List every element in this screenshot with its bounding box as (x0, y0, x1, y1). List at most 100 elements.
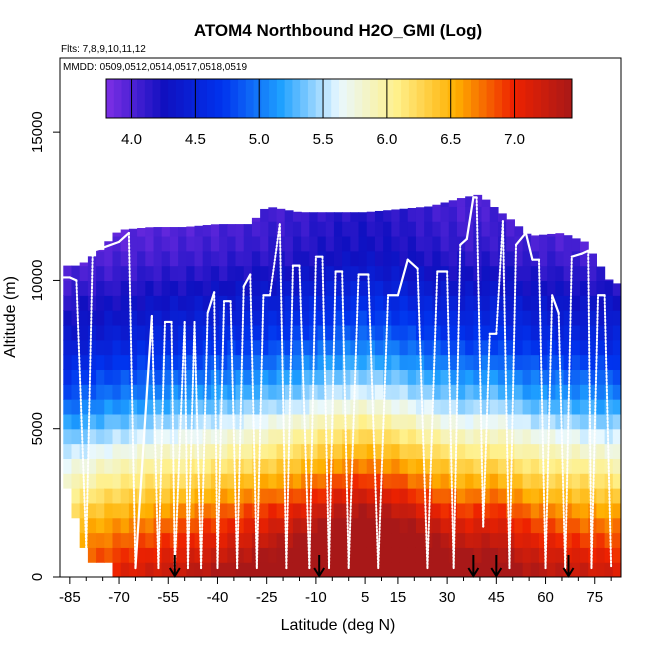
colorbar-band (175, 79, 185, 118)
heatmap-cell (153, 250, 163, 267)
heatmap-cell (358, 562, 368, 577)
colorbar-band (160, 79, 169, 118)
heatmap-cell (555, 295, 565, 311)
heatmap-cell (407, 384, 417, 400)
heatmap-cell (432, 458, 442, 474)
heatmap-cell (202, 428, 212, 445)
heatmap-cell (333, 221, 343, 237)
heatmap-cell (424, 488, 433, 504)
heatmap-cell (432, 369, 442, 385)
heatmap-cell (432, 428, 442, 445)
heatmap-cell (161, 413, 171, 430)
heatmap-cell (538, 295, 548, 311)
track-segment (341, 270, 350, 570)
heatmap-cell (71, 443, 81, 459)
heatmap-cell (358, 413, 368, 430)
heatmap-cell (383, 265, 392, 282)
heatmap-cell (137, 532, 146, 548)
heatmap-cell (350, 532, 360, 548)
heatmap-cell (260, 458, 269, 474)
track-segment (91, 246, 104, 252)
heatmap-cell (473, 502, 483, 519)
heatmap-cell (473, 324, 483, 341)
heatmap-cell (489, 458, 499, 474)
heatmap-cell (571, 250, 581, 267)
heatmap-cell (538, 310, 548, 326)
heatmap-cell (383, 473, 392, 489)
heatmap-cell (104, 280, 114, 296)
x-tick-label: -55 (157, 589, 179, 606)
y-tick-label: 10000 (29, 260, 46, 302)
track-segment (229, 300, 239, 570)
heatmap-cell (497, 213, 507, 222)
heatmap-cell (153, 458, 163, 474)
heatmap-cell (350, 488, 360, 504)
heatmap-cell (227, 547, 237, 563)
heatmap-cell (260, 488, 269, 504)
heatmap-cell (432, 562, 442, 577)
heatmap-cell (145, 369, 155, 385)
colorbar-band (377, 79, 387, 118)
heatmap-cell (260, 235, 269, 252)
heatmap-cell (358, 502, 368, 519)
heatmap-cell (260, 532, 269, 548)
heatmap-cell (284, 384, 294, 400)
heatmap-cell (522, 280, 532, 296)
heatmap-cell (571, 384, 581, 400)
heatmap-cell (87, 473, 97, 489)
heatmap-cell (407, 458, 417, 474)
heatmap-cell (260, 280, 269, 296)
heatmap-cell (530, 384, 540, 400)
track-segment (570, 252, 583, 258)
heatmap-cell (481, 547, 491, 563)
heatmap-cell (186, 562, 196, 577)
heatmap-cell (219, 250, 228, 267)
heatmap-cell (366, 428, 376, 445)
heatmap-cell (153, 502, 163, 519)
colorbar-band (540, 79, 550, 118)
heatmap-cell (514, 369, 524, 385)
heatmap-cell (563, 295, 573, 311)
heatmap-cell (71, 473, 81, 489)
heatmap-cell (333, 235, 343, 252)
heatmap-cell (596, 354, 606, 370)
heatmap-cell (596, 339, 606, 356)
heatmap-cell (87, 532, 97, 548)
heatmap-cell (374, 443, 384, 459)
heatmap-cell (317, 265, 327, 282)
heatmap-cell (350, 295, 360, 311)
heatmap-cell (579, 473, 589, 489)
heatmap-cell (456, 547, 466, 563)
heatmap-cell (571, 324, 581, 341)
heatmap-cell (432, 413, 442, 430)
heatmap-cell (547, 458, 556, 474)
heatmap-cell (440, 562, 450, 577)
colorbar-band (137, 79, 146, 118)
heatmap-cell (415, 207, 425, 222)
heatmap-cell (350, 502, 360, 519)
heatmap-cell (227, 517, 237, 534)
heatmap-cell (333, 399, 343, 415)
track-segment (170, 320, 176, 570)
heatmap-cell (604, 354, 614, 370)
track-segment (249, 273, 258, 570)
heatmap-cell (243, 547, 253, 563)
heatmap-cell (112, 250, 122, 267)
heatmap-cell (506, 443, 515, 459)
heatmap-cell (530, 235, 540, 252)
heatmap-cell (358, 354, 368, 370)
heatmap-cell (514, 443, 524, 459)
heatmap-cell (186, 226, 196, 237)
heatmap-cell (342, 212, 351, 222)
heatmap-cell (120, 517, 130, 534)
heatmap-cell (596, 458, 606, 474)
heatmap-cell (63, 265, 73, 282)
heatmap-cell (268, 384, 278, 400)
heatmap-cell (137, 369, 146, 385)
heatmap-cell (596, 399, 606, 415)
heatmap-cell (383, 428, 392, 445)
heatmap-cell (596, 547, 606, 563)
heatmap-cell (79, 399, 89, 415)
heatmap-cell (301, 502, 310, 519)
heatmap-cell (333, 547, 343, 563)
